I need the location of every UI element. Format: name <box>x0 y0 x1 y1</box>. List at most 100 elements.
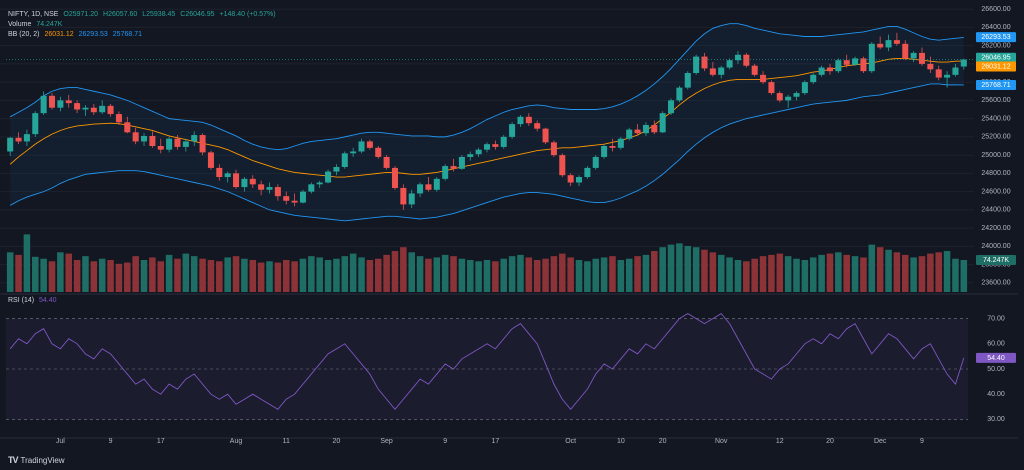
volume-bar <box>793 258 800 292</box>
symbol-label[interactable]: NIFTY, 1D, NSE <box>8 11 59 18</box>
candle-body <box>651 125 658 133</box>
volume-tag: 74.247K <box>983 257 1009 264</box>
volume-legend: Volume 74.247K <box>8 20 65 29</box>
candle-body <box>684 73 691 88</box>
price-tick-label: 25200.00 <box>981 134 1010 141</box>
volume-bar <box>818 254 825 292</box>
candle-body <box>592 156 599 168</box>
candle-body <box>107 105 114 115</box>
bb-label[interactable]: BB (20, 2) <box>8 31 40 38</box>
candle-body <box>216 167 223 178</box>
x-tick-label: 20 <box>333 438 341 445</box>
bb-lower-tag: 25768.71 <box>981 82 1010 89</box>
tradingview-brand[interactable]: TV TradingView <box>8 455 65 465</box>
bb-legend: BB (20, 2) 26031.12 26293.53 25768.71 <box>8 30 145 39</box>
price-tick-label: 26600.00 <box>981 6 1010 13</box>
volume-bar <box>651 251 658 292</box>
volume-bar <box>224 257 231 292</box>
candle-body <box>818 67 825 75</box>
bb-upper-tag: 26293.53 <box>981 34 1010 41</box>
volume-bar <box>6 252 14 292</box>
candle-body <box>467 154 474 157</box>
candle-body <box>366 141 373 148</box>
candle-body <box>910 52 917 59</box>
close-value: C26046.95 <box>180 11 215 18</box>
bb-basis-tag: 26031.12 <box>981 63 1010 70</box>
volume-bar <box>324 260 332 292</box>
candle-body <box>542 128 549 143</box>
candle-body <box>291 200 298 203</box>
candle-body <box>417 184 424 194</box>
x-tick-label: 9 <box>443 438 447 445</box>
candle-body <box>425 184 432 190</box>
volume-bar <box>433 257 441 292</box>
candle-body <box>40 95 47 114</box>
candle-body <box>793 93 800 97</box>
volume-bar <box>299 258 307 292</box>
candle-body <box>584 167 591 178</box>
volume-bar <box>274 262 282 292</box>
candle-body <box>383 156 390 168</box>
volume-bar <box>174 258 181 292</box>
candle-body <box>442 166 449 179</box>
rsi-tick-label: 30.00 <box>987 416 1005 423</box>
bb-basis-line <box>9 57 964 178</box>
candle-body <box>274 187 281 197</box>
candle-body <box>709 68 716 75</box>
candle-body <box>559 155 566 176</box>
candle-body <box>642 125 649 134</box>
candle-body <box>852 58 859 65</box>
x-tick-label: 9 <box>920 438 924 445</box>
candle-body <box>860 58 867 72</box>
volume-bar <box>960 260 968 292</box>
candle-body <box>207 152 214 168</box>
volume-label[interactable]: Volume <box>8 21 32 28</box>
bb-fill <box>10 23 964 221</box>
volume-bar <box>801 260 809 292</box>
candle-body <box>500 136 507 147</box>
volume-bar <box>383 254 390 292</box>
candle-body <box>785 96 792 101</box>
volume-bar <box>358 257 365 292</box>
candle-body <box>475 149 482 155</box>
candle-body <box>868 43 875 72</box>
candle-body <box>483 144 491 150</box>
rsi-value: 54.40 <box>39 297 57 304</box>
volume-bar <box>391 251 399 292</box>
x-tick-label: 17 <box>491 438 499 445</box>
rsi-label[interactable]: RSI (14) <box>8 297 35 304</box>
candle-body <box>408 193 415 205</box>
x-tick-label: 17 <box>157 438 165 445</box>
volume-bar <box>600 257 608 292</box>
candle-body <box>299 191 306 203</box>
candle-body <box>57 100 64 108</box>
candle-body <box>576 177 583 183</box>
candle-body <box>375 147 382 157</box>
volume-bar <box>107 260 114 292</box>
volume-bar <box>32 256 39 292</box>
volume-bar <box>692 247 700 292</box>
price-tick-label: 25000.00 <box>981 152 1010 159</box>
candle-body <box>82 107 89 110</box>
volume-bar <box>709 252 717 292</box>
candle-body <box>601 146 608 157</box>
candle-body <box>224 173 231 178</box>
volume-bar <box>199 258 206 292</box>
price-candles <box>6 32 974 210</box>
volume-bar <box>943 251 951 292</box>
candle-body <box>743 54 750 66</box>
bb-upper-line <box>9 23 964 151</box>
candle-body <box>693 56 700 73</box>
x-tick-label: 11 <box>283 438 290 445</box>
candle-body <box>15 137 22 142</box>
candle-body <box>927 63 934 70</box>
volume-bar <box>759 256 767 292</box>
volume-bar <box>149 257 156 292</box>
volume-bar <box>676 243 683 292</box>
candle-body <box>960 59 967 67</box>
candle-body <box>233 173 240 188</box>
candle-body <box>768 82 775 94</box>
volume-bar <box>659 247 666 292</box>
